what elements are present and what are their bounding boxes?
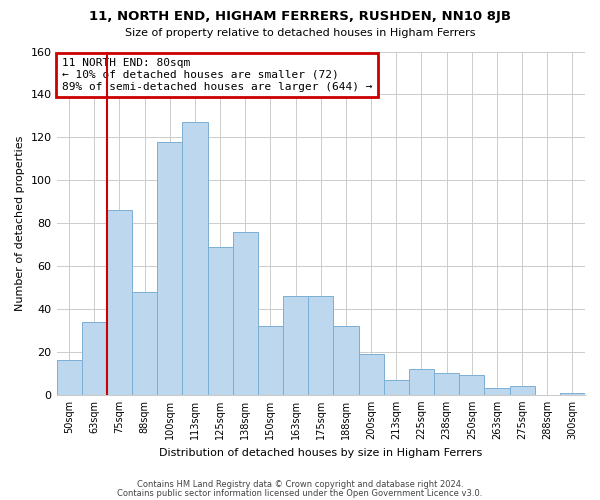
X-axis label: Distribution of detached houses by size in Higham Ferrers: Distribution of detached houses by size … [159, 448, 482, 458]
Bar [233, 232, 258, 395]
Y-axis label: Number of detached properties: Number of detached properties [15, 136, 25, 311]
Text: 11, NORTH END, HIGHAM FERRERS, RUSHDEN, NN10 8JB: 11, NORTH END, HIGHAM FERRERS, RUSHDEN, … [89, 10, 511, 23]
Bar [132, 292, 157, 395]
Bar [459, 376, 484, 395]
Bar [258, 326, 283, 395]
Bar [383, 380, 409, 395]
Bar [560, 392, 585, 395]
Text: Size of property relative to detached houses in Higham Ferrers: Size of property relative to detached ho… [125, 28, 475, 38]
Text: 11 NORTH END: 80sqm
← 10% of detached houses are smaller (72)
89% of semi-detach: 11 NORTH END: 80sqm ← 10% of detached ho… [62, 58, 373, 92]
Bar [182, 122, 208, 395]
Bar [82, 322, 107, 395]
Bar [359, 354, 383, 395]
Bar [334, 326, 359, 395]
Bar [409, 369, 434, 395]
Bar [308, 296, 334, 395]
Bar [208, 247, 233, 395]
Text: Contains public sector information licensed under the Open Government Licence v3: Contains public sector information licen… [118, 490, 482, 498]
Bar [107, 210, 132, 395]
Bar [56, 360, 82, 395]
Bar [434, 374, 459, 395]
Bar [484, 388, 509, 395]
Bar [157, 142, 182, 395]
Bar [283, 296, 308, 395]
Bar [509, 386, 535, 395]
Text: Contains HM Land Registry data © Crown copyright and database right 2024.: Contains HM Land Registry data © Crown c… [137, 480, 463, 489]
